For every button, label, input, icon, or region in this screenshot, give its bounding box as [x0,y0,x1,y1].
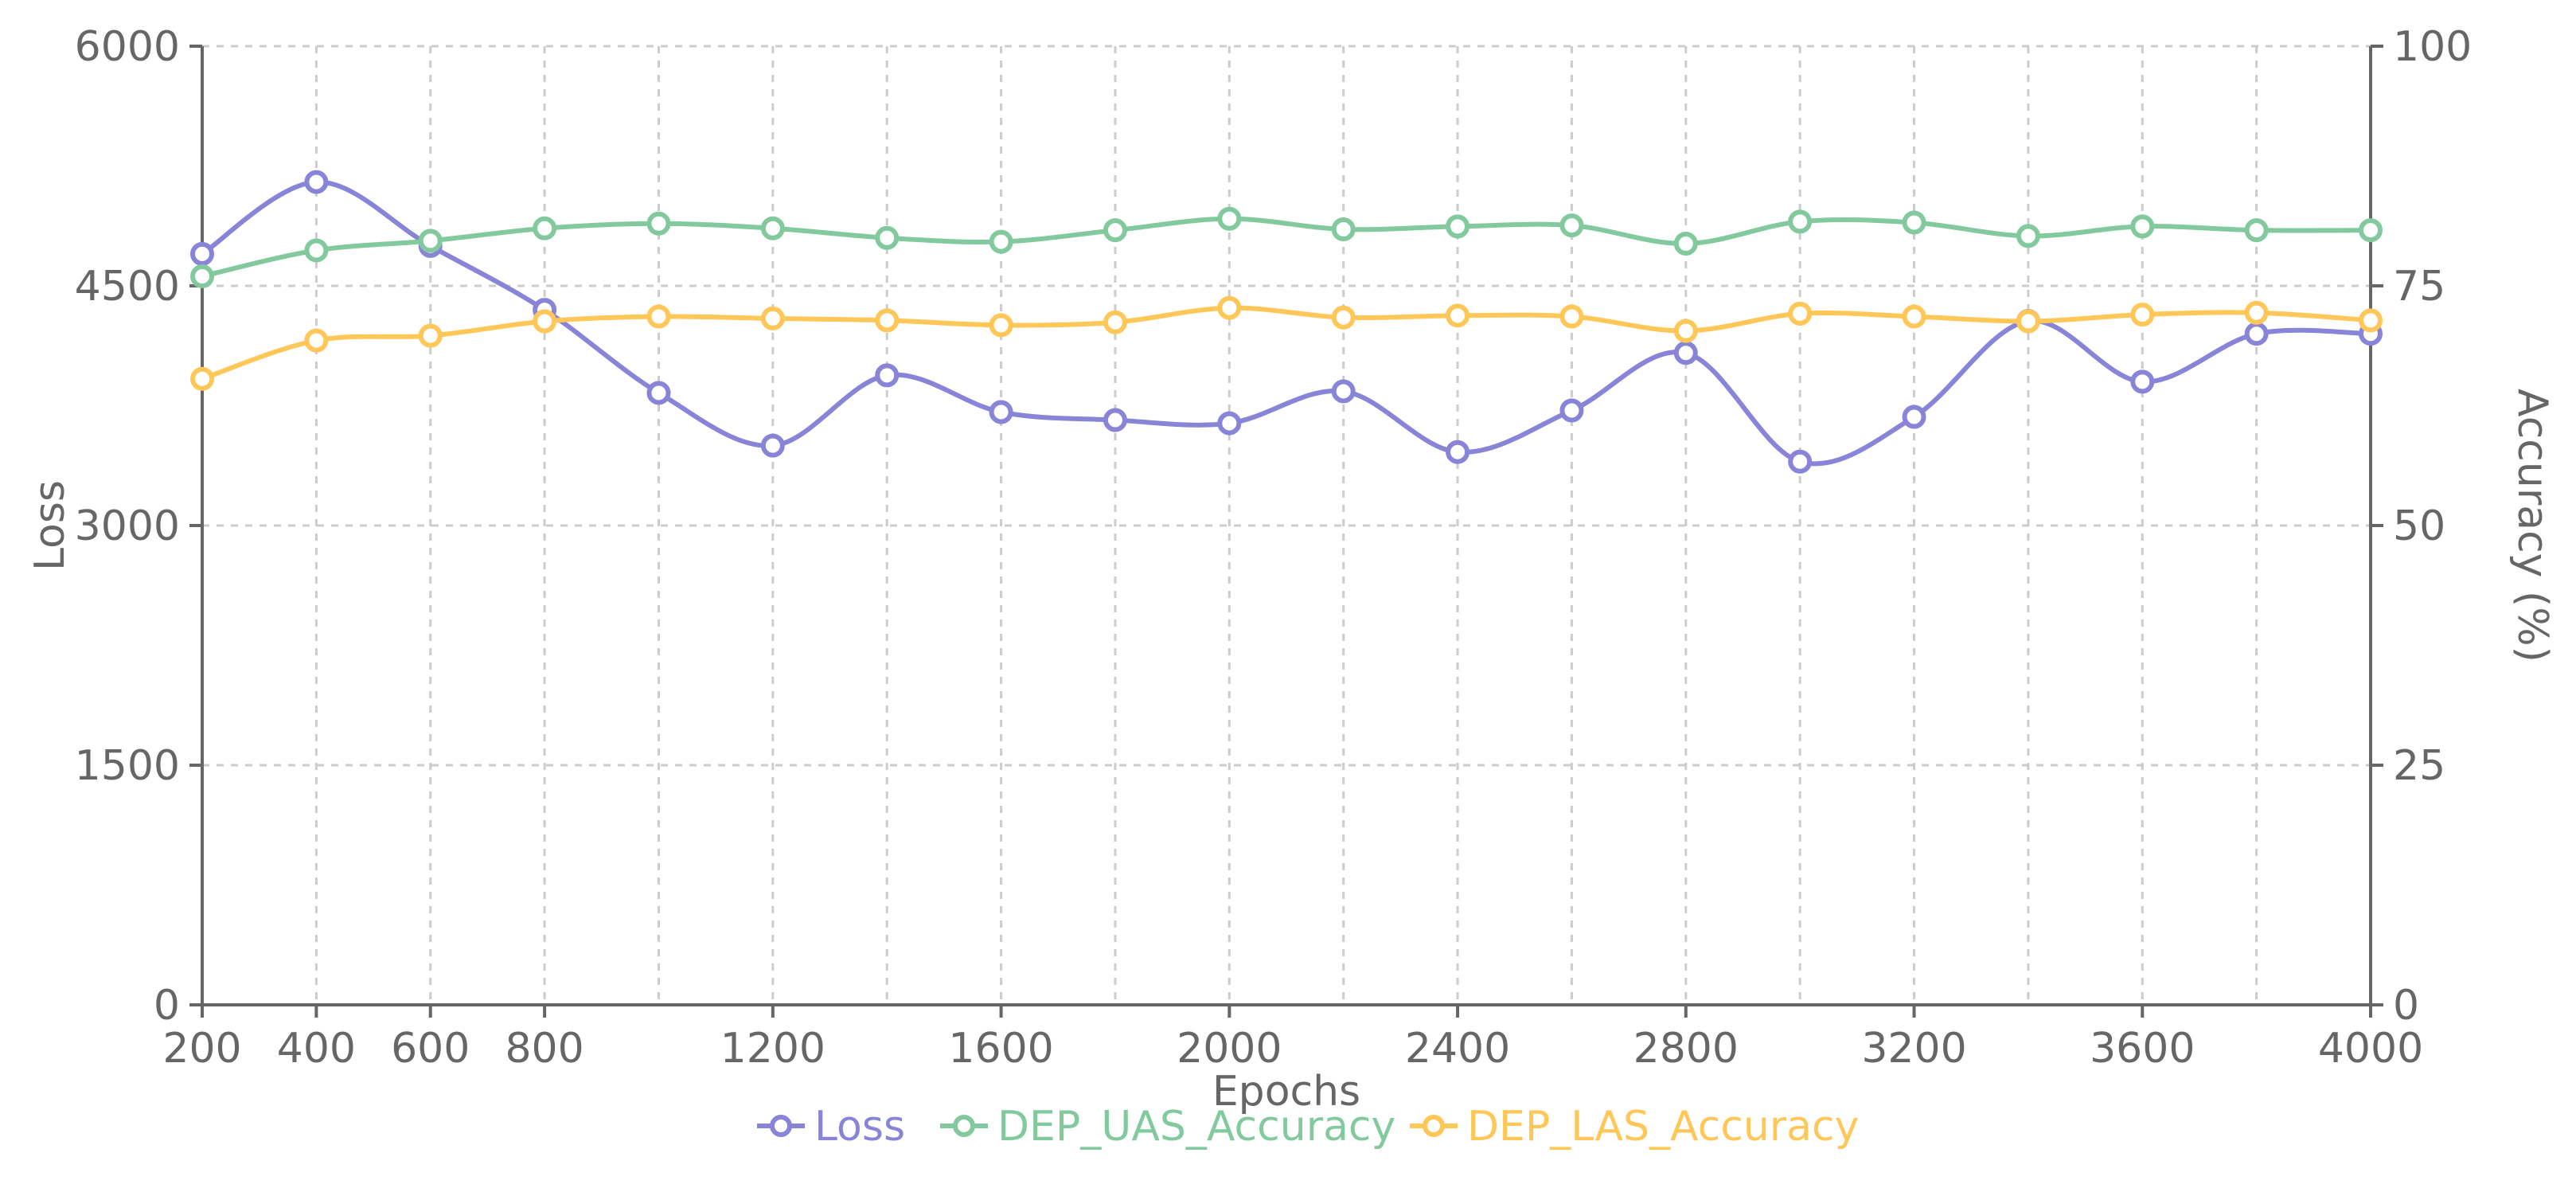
legend-label-dep-uas-accuracy: DEP_UAS_Accuracy [997,1103,1395,1151]
series-layer [190,170,2383,474]
data-point-dep-uas-accuracy [1446,214,1470,239]
data-point-dep-uas-accuracy [418,229,443,253]
x-axis-tick-label: 2800 [1633,1025,1739,1073]
data-point-loss [646,381,671,405]
series-line-dep-uas-accuracy [201,216,2371,279]
data-point-dep-las-accuracy [2244,300,2269,325]
data-point-dep-las-accuracy [1788,301,1813,326]
data-point-dep-uas-accuracy [646,211,671,236]
y-axis-left-tick-label: 6000 [75,23,180,71]
data-point-loss [190,241,214,266]
data-point-loss [1902,404,1926,429]
y-axis-left-tick-label: 0 [154,982,180,1030]
x-axis-tick-label: 600 [391,1025,470,1073]
data-point-dep-uas-accuracy [533,216,557,240]
data-point-dep-uas-accuracy [1559,213,1584,238]
data-point-loss [2244,322,2269,346]
x-axis-tick-label: 1600 [948,1025,1053,1073]
data-point-loss [1103,408,1127,432]
data-point-loss [1217,411,1242,436]
data-point-dep-las-accuracy [1103,310,1127,334]
y-axis-right-tick-label: 100 [2393,23,2472,71]
data-point-dep-uas-accuracy [760,216,785,240]
data-point-dep-las-accuracy [1446,303,1470,328]
data-point-dep-las-accuracy [989,313,1013,338]
x-axis-tick-label: 2400 [1405,1025,1510,1073]
x-axis-title: Epochs [1212,1068,1360,1116]
data-point-dep-uas-accuracy [2016,224,2040,248]
data-point-dep-uas-accuracy [2359,218,2383,243]
legend-label-dep-las-accuracy: DEP_LAS_Accuracy [1467,1103,1859,1151]
data-point-dep-las-accuracy [1673,318,1698,343]
data-point-loss [989,400,1013,424]
legend-label-loss: Loss [814,1103,905,1151]
data-point-loss [2130,369,2155,394]
data-point-dep-las-accuracy [875,308,900,333]
data-point-dep-las-accuracy [760,306,785,330]
data-point-dep-las-accuracy [1217,295,1242,320]
data-point-dep-uas-accuracy [2244,218,2269,243]
legend-swatch-marker-dep-uas-accuracy [953,1115,975,1137]
data-point-dep-uas-accuracy [1788,209,1813,234]
data-point-dep-uas-accuracy [1331,217,1356,241]
data-point-dep-uas-accuracy [875,225,900,250]
data-point-dep-uas-accuracy [1103,218,1127,243]
data-point-dep-las-accuracy [646,304,671,329]
data-point-loss [1673,341,1698,365]
data-point-dep-uas-accuracy [1673,232,1698,256]
data-point-dep-uas-accuracy [989,229,1013,254]
data-point-loss [304,170,329,194]
y-axis-left-tick-label: 4500 [75,263,180,311]
data-point-dep-las-accuracy [304,328,329,353]
labels-layer: Loss Accuracy (%) Epochs [26,389,2556,1116]
data-point-dep-uas-accuracy [190,264,214,288]
data-point-dep-uas-accuracy [1217,206,1242,231]
data-point-loss [1331,379,1356,404]
data-point-dep-las-accuracy [1902,304,1926,329]
x-axis-tick-label: 800 [505,1025,584,1073]
axes-layer: 0 1500 3000 4500 6000 0 25 50 75 100 200 400 600 800 1… [75,23,2473,1073]
y-axis-left-title: Loss [26,480,74,571]
x-axis-tick-label: 3600 [2090,1025,2195,1073]
data-point-dep-las-accuracy [1559,304,1584,329]
x-axis-tick-label: 1200 [720,1025,825,1073]
legend: Loss DEP_UAS_Accuracy DEP_LAS_Accuracy [757,1103,1859,1151]
y-axis-left-tick-label: 1500 [75,742,180,790]
data-point-dep-las-accuracy [2359,308,2383,333]
data-point-dep-las-accuracy [533,309,557,334]
data-point-dep-uas-accuracy [1902,210,1926,235]
data-point-loss [875,363,900,388]
data-point-dep-las-accuracy [2130,303,2155,327]
data-point-loss [1446,440,1470,464]
x-axis-tick-label: 400 [277,1025,356,1073]
x-axis-tick-label: 200 [162,1025,241,1073]
y-axis-right-tick-label: 75 [2393,263,2445,311]
series-line-dep-las-accuracy [201,305,2371,381]
data-point-loss [1559,398,1584,423]
legend-swatch-marker-loss [770,1115,792,1137]
grid-layer [201,45,2372,1006]
x-axis-tick-label: 3200 [1861,1025,1966,1073]
data-point-dep-uas-accuracy [304,238,329,263]
y-axis-right-title: Accuracy (%) [2508,389,2556,662]
data-point-dep-las-accuracy [418,323,443,348]
data-point-loss [760,433,785,458]
y-axis-left-tick-label: 3000 [75,502,180,550]
data-point-dep-uas-accuracy [2130,214,2155,239]
legend-swatch-marker-dep-las-accuracy [1423,1115,1445,1137]
y-axis-right-tick-label: 0 [2393,982,2419,1030]
data-point-dep-las-accuracy [190,366,214,391]
x-axis-tick-label: 4000 [2318,1025,2423,1073]
x-axis-tick-label: 2000 [1177,1025,1282,1073]
data-point-dep-las-accuracy [1331,305,1356,330]
data-point-loss [1788,449,1813,474]
y-axis-right-tick-label: 25 [2393,742,2445,790]
data-point-dep-las-accuracy [2016,309,2040,334]
y-axis-right-tick-label: 50 [2393,502,2445,550]
